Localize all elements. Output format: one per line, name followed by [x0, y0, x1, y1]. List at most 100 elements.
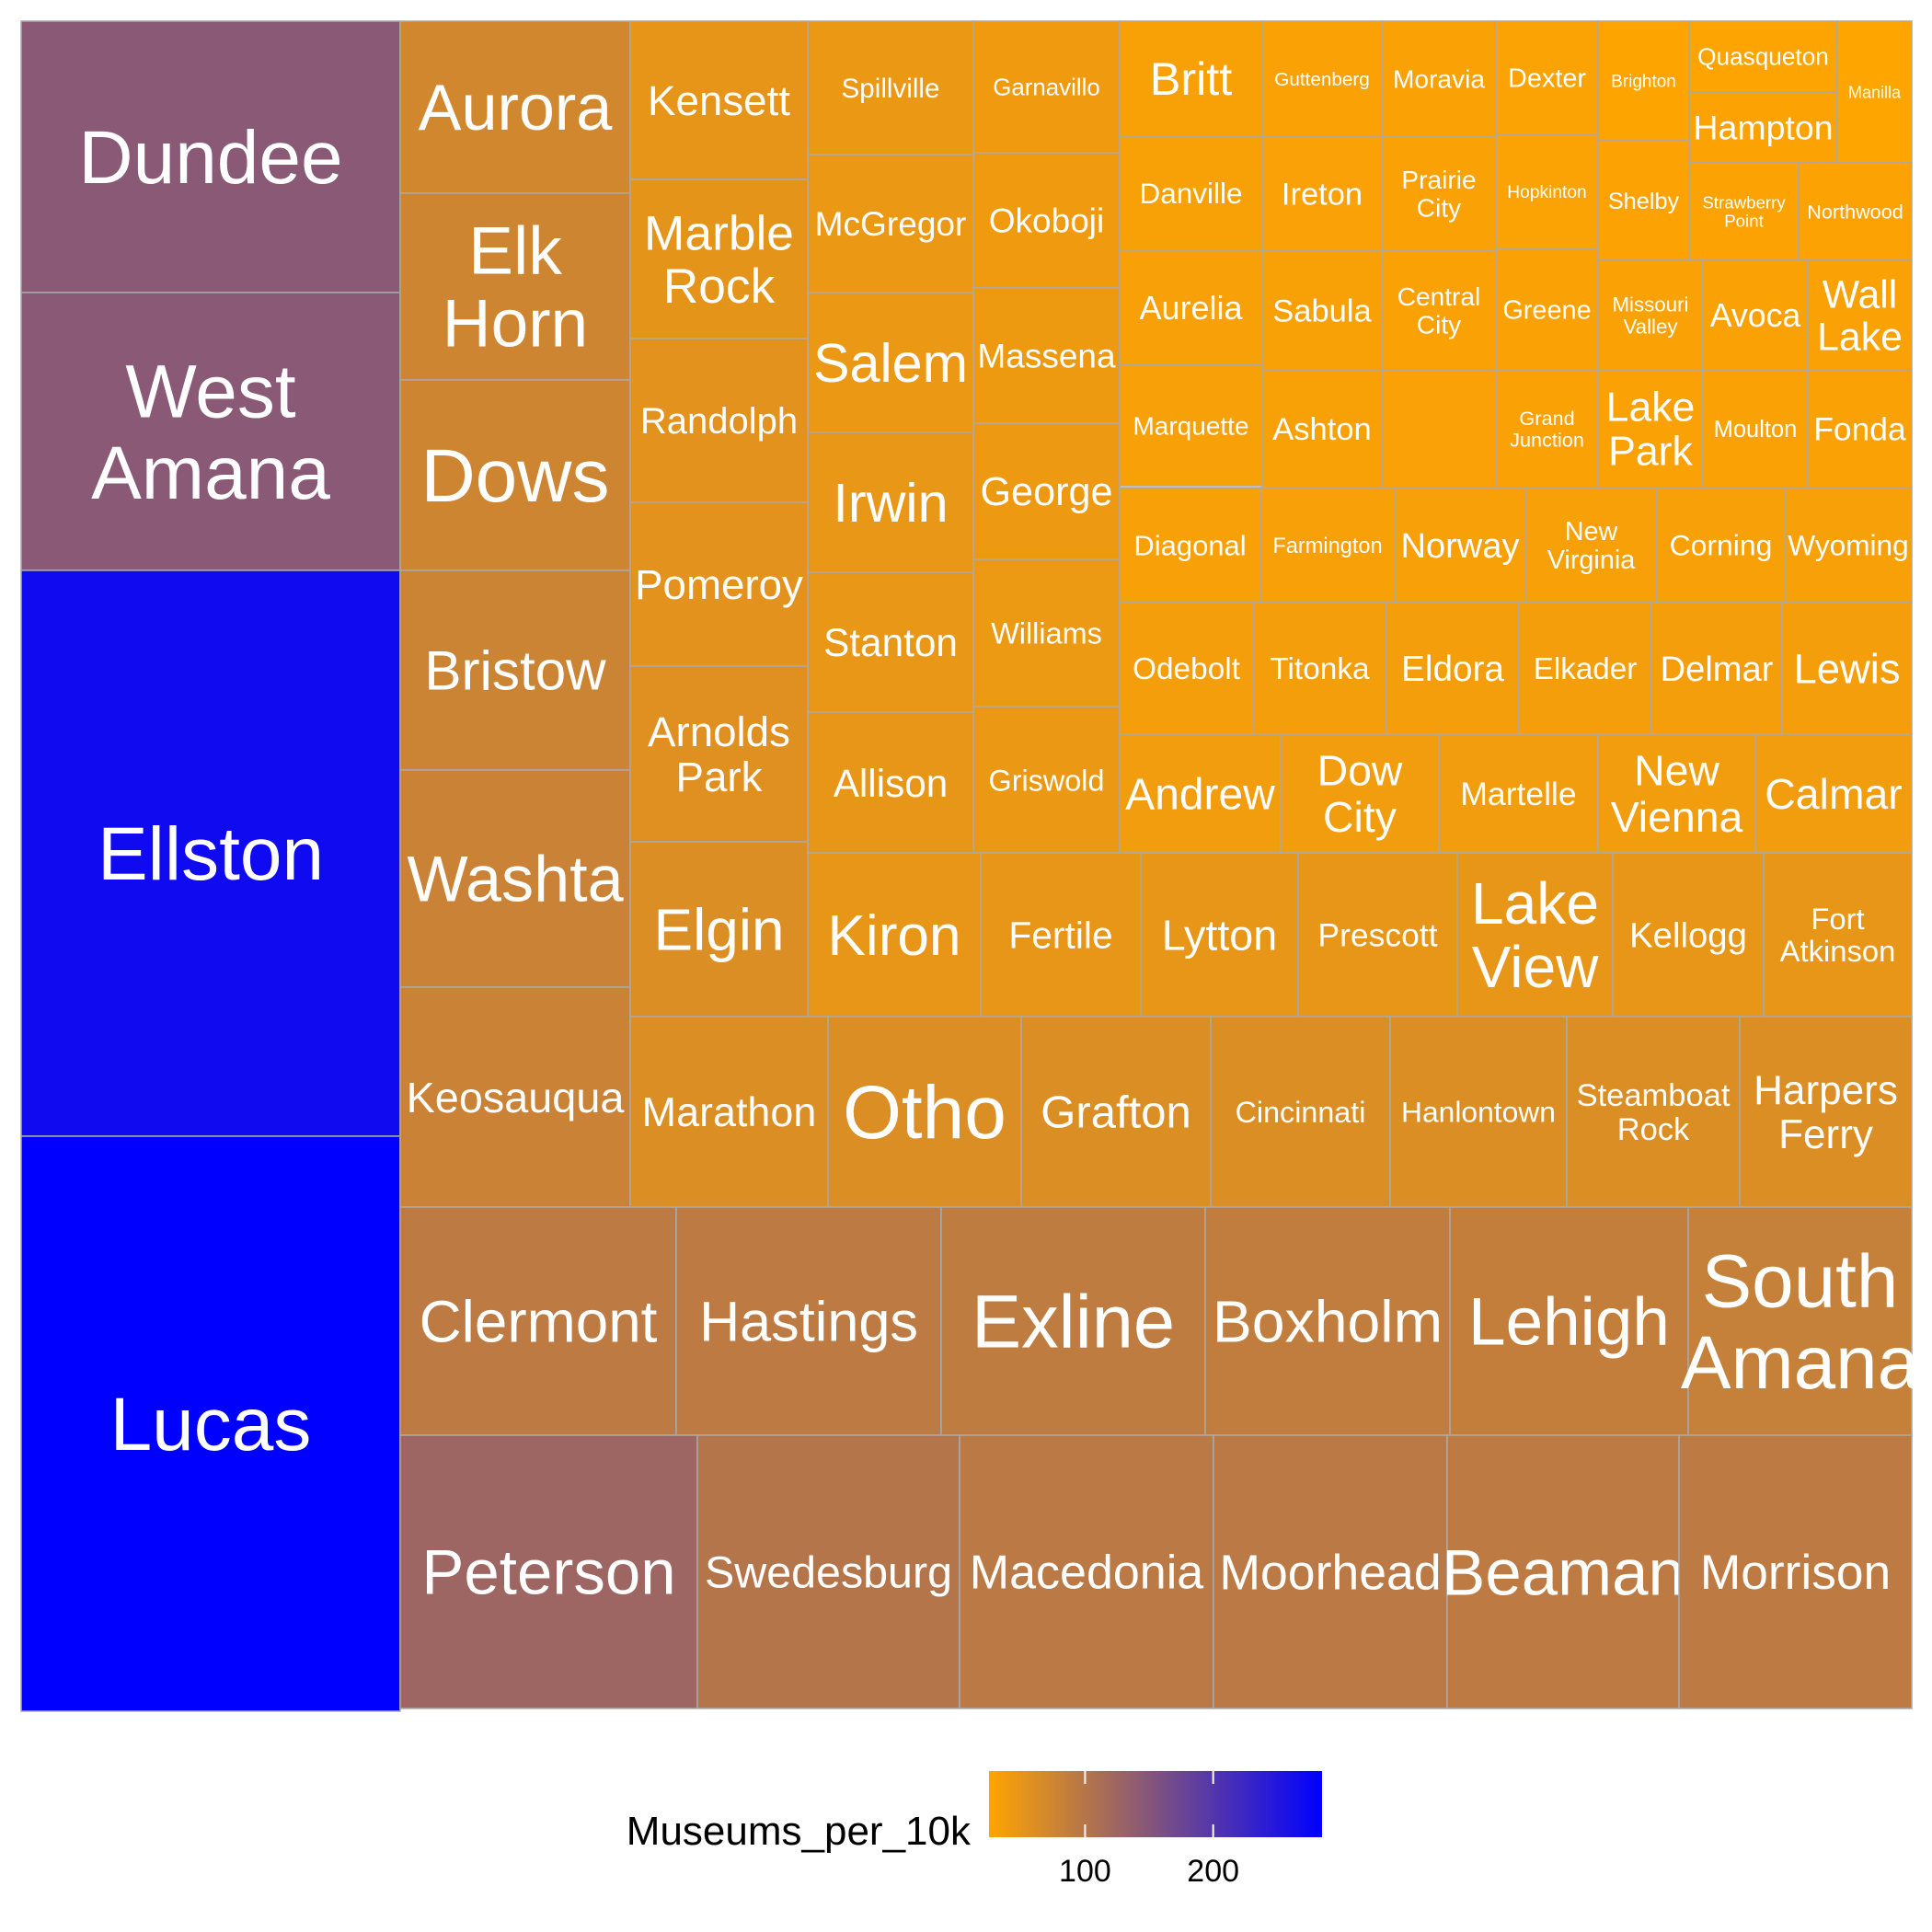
- tile-label-andrew: Andrew: [1125, 770, 1275, 819]
- tile-label-garnavillo: Garnavillo: [993, 75, 1100, 101]
- tile-cincinnati: [1210, 1016, 1391, 1208]
- legend-title: Museums_per_10k: [627, 1809, 972, 1854]
- tile-label-williams: Williams: [991, 616, 1102, 650]
- tile-dows: [399, 379, 631, 571]
- tile-label-guttenberg: Guttenberg: [1274, 69, 1370, 90]
- tile-label-randolph: Randolph: [640, 401, 798, 442]
- tile-wall-lake: [1807, 259, 1913, 371]
- tile-label-keosauqua: Keosauqua: [407, 1074, 626, 1121]
- tile-label-wyoming: Wyoming: [1788, 529, 1908, 562]
- tile-norway: [1394, 487, 1526, 604]
- tile-ellston: [20, 569, 401, 1137]
- tile-label-ashton: Ashton: [1272, 412, 1371, 447]
- tile-label-south-amana: South Amana: [1681, 1240, 1920, 1405]
- tile-label-lewis: Lewis: [1793, 645, 1900, 692]
- tile-bristow: [399, 569, 631, 771]
- tile-okoboji: [972, 152, 1121, 289]
- tile-label-grafton: Grafton: [1041, 1088, 1190, 1138]
- tile-label-dundee: Dundee: [78, 116, 342, 200]
- tile-label-odebolt: Odebolt: [1133, 652, 1241, 686]
- tile-label-kiron: Kiron: [828, 904, 961, 968]
- tile-dundee: [20, 20, 401, 293]
- tile-label-washta: Washta: [407, 843, 624, 915]
- tile-label-boxholm: Boxholm: [1213, 1289, 1443, 1355]
- tile-label-new-virginia: New Virginia: [1547, 517, 1637, 575]
- tile-kellogg: [1612, 852, 1765, 1018]
- tile-clermont: [399, 1206, 677, 1436]
- tile-pomeroy: [629, 501, 809, 667]
- tile-prairie-city: [1381, 135, 1497, 252]
- tile-new-vienna: [1597, 733, 1756, 854]
- tile-label-steamboat-rock: Steamboat Rock: [1577, 1078, 1731, 1147]
- tile-label-eldora: Eldora: [1401, 650, 1504, 689]
- tile-label-greene: Greene: [1502, 296, 1591, 326]
- tile-lake-view: [1456, 852, 1614, 1018]
- tile-label-hampton: Hampton: [1693, 109, 1833, 147]
- tile-mcgregor: [807, 154, 974, 293]
- tile-moorhead: [1213, 1434, 1448, 1709]
- tile-label-central-city: Central City: [1397, 282, 1481, 339]
- tile-marathon: [629, 1016, 829, 1208]
- tile-label-lake-park: Lake Park: [1606, 385, 1696, 475]
- tile-irwin: [807, 431, 974, 573]
- tile-label-ireton: Ireton: [1282, 178, 1363, 213]
- tile-central-city: [1381, 250, 1497, 371]
- tile-label-fonda: Fonda: [1813, 410, 1906, 447]
- tile-label-west-amana: West Amana: [91, 350, 330, 515]
- tile-label-farmington: Farmington: [1272, 535, 1382, 558]
- tile-wyoming: [1784, 487, 1913, 604]
- tile-label-marble-rock: Marble Rock: [644, 206, 794, 314]
- tile-label-aurora: Aurora: [419, 71, 614, 144]
- tile-label-beaman: Beaman: [1442, 1536, 1685, 1609]
- tile-label-calmar: Calmar: [1765, 770, 1903, 818]
- tile-label-otho: Otho: [843, 1071, 1006, 1155]
- tile-spillville: [807, 20, 974, 155]
- tile-calmar: [1754, 733, 1913, 854]
- tile-label-sabula: Sabula: [1272, 294, 1372, 329]
- tile-marble-rock: [629, 178, 809, 339]
- tile-avoca: [1702, 259, 1809, 371]
- tile-britt: [1119, 20, 1263, 137]
- color-legend: Museums_per_10k 100 200: [627, 1771, 1322, 1889]
- tile-label-stanton: Stanton: [823, 621, 958, 664]
- tile-label-dexter: Dexter: [1508, 64, 1586, 94]
- tile-label-prescott: Prescott: [1317, 916, 1437, 953]
- tile-odebolt: [1119, 602, 1254, 735]
- tile-quasqueton: [1688, 20, 1838, 93]
- tile-label-avoca: Avoca: [1710, 297, 1801, 334]
- tile-guttenberg: [1261, 20, 1383, 137]
- legend-colorbar: [989, 1771, 1322, 1837]
- tile-label-irwin: Irwin: [833, 472, 948, 534]
- tile-ashton: [1261, 369, 1383, 489]
- tile-moravia: [1381, 20, 1497, 137]
- tile-hanlontown: [1389, 1016, 1568, 1208]
- tile-hopkinton: [1495, 133, 1599, 250]
- tile-harpers-ferry: [1739, 1016, 1913, 1208]
- tile-andrew: [1119, 733, 1282, 854]
- tile-label-hopkinton: Hopkinton: [1507, 183, 1586, 202]
- tile-aurora: [399, 20, 631, 194]
- tile-label-pomeroy: Pomeroy: [635, 561, 803, 608]
- treemap-tiles: Dundee West Amana Ellston Lucas Aurora Elk Horn…: [20, 20, 1920, 1712]
- tile-label-morrison: Morrison: [1700, 1546, 1891, 1600]
- tile-label-mcgregor: McGregor: [815, 204, 967, 243]
- tile-northwood: [1798, 162, 1913, 261]
- tile-unlabeled: [1381, 369, 1497, 489]
- tile-label-allison: Allison: [834, 762, 949, 805]
- tile-label-grand-junction: Grand Junction: [1510, 407, 1584, 451]
- tile-label-martelle: Martelle: [1460, 776, 1576, 812]
- tile-elkader: [1518, 602, 1652, 735]
- tile-delmar: [1650, 602, 1783, 735]
- tile-prescott: [1297, 852, 1458, 1018]
- tile-elgin: [629, 841, 809, 1018]
- tile-brighton: [1597, 20, 1690, 142]
- tile-hastings: [675, 1206, 942, 1436]
- tile-morrison: [1678, 1434, 1913, 1709]
- tile-label-ellston: Ellston: [98, 812, 324, 896]
- tile-label-cincinnati: Cincinnati: [1236, 1096, 1366, 1129]
- tile-label-macedonia: Macedonia: [970, 1547, 1203, 1600]
- tile-label-spillville: Spillville: [842, 74, 940, 104]
- tile-label-brighton: Brighton: [1611, 73, 1676, 92]
- tile-label-lake-view: Lake View: [1471, 870, 1599, 1000]
- tile-dow-city: [1280, 733, 1440, 854]
